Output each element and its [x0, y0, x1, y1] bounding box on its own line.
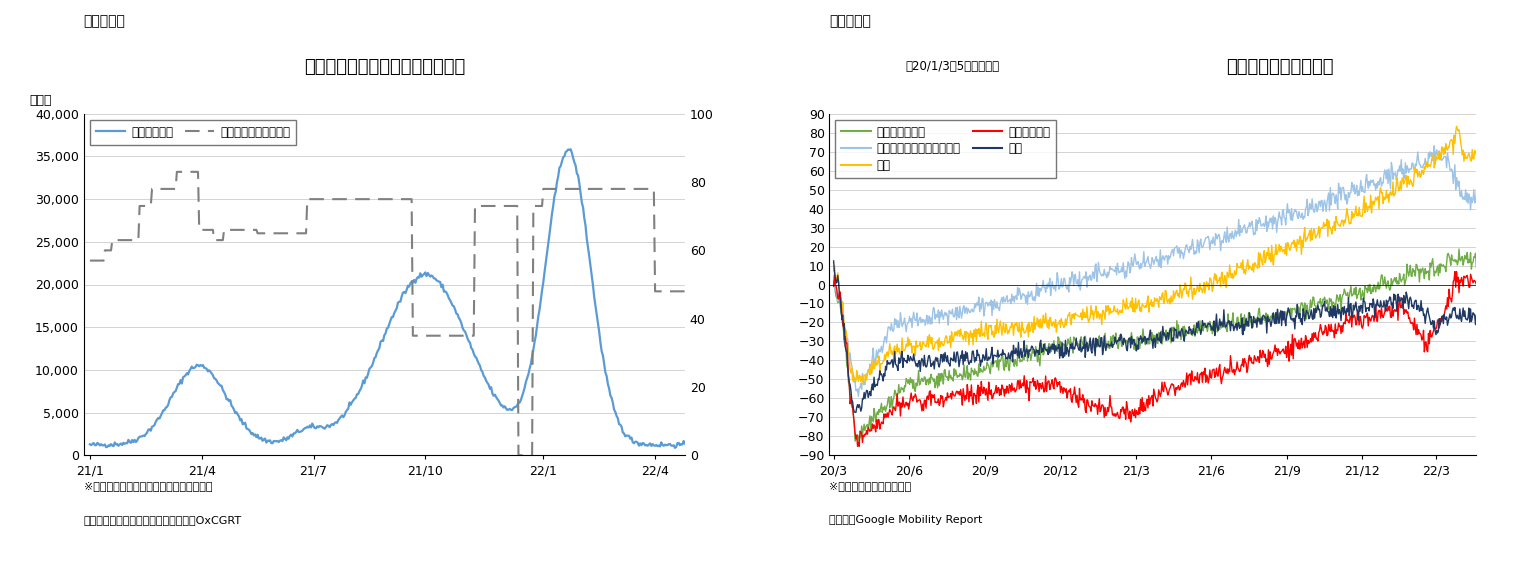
Text: （20/1/3～5週間対比）: （20/1/3～5週間対比）: [906, 60, 1000, 73]
Text: （図表４）: （図表４）: [829, 14, 872, 28]
Legend: 小売・娯楽施設, 食料品店・ドラッグストア, 公園, 公共交通機関, 職場: 小売・娯楽施設, 食料品店・ドラッグストア, 公園, 公共交通機関, 職場: [836, 119, 1056, 178]
Text: フィリピンの外出状況: フィリピンの外出状況: [1227, 58, 1333, 76]
Text: （人）: （人）: [29, 94, 52, 107]
Text: ※値は後方７日間移動平均: ※値は後方７日間移動平均: [829, 481, 912, 491]
Text: （資料）ジョンズ・ホプキンズ大学、OxCGRT: （資料）ジョンズ・ホプキンズ大学、OxCGRT: [84, 515, 242, 525]
Legend: 新規感染者数, 厳格度指数（右目盛）: 新規感染者数, 厳格度指数（右目盛）: [90, 119, 297, 145]
Text: （資料）Google Mobility Report: （資料）Google Mobility Report: [829, 515, 983, 525]
Text: ※新規感染者数は後方７日移動平均の値。: ※新規感染者数は後方７日移動平均の値。: [84, 481, 212, 491]
Text: （図表３）: （図表３）: [84, 14, 126, 28]
Title: フィリピンの新規感染者数の推移: フィリピンの新規感染者数の推移: [304, 58, 464, 76]
